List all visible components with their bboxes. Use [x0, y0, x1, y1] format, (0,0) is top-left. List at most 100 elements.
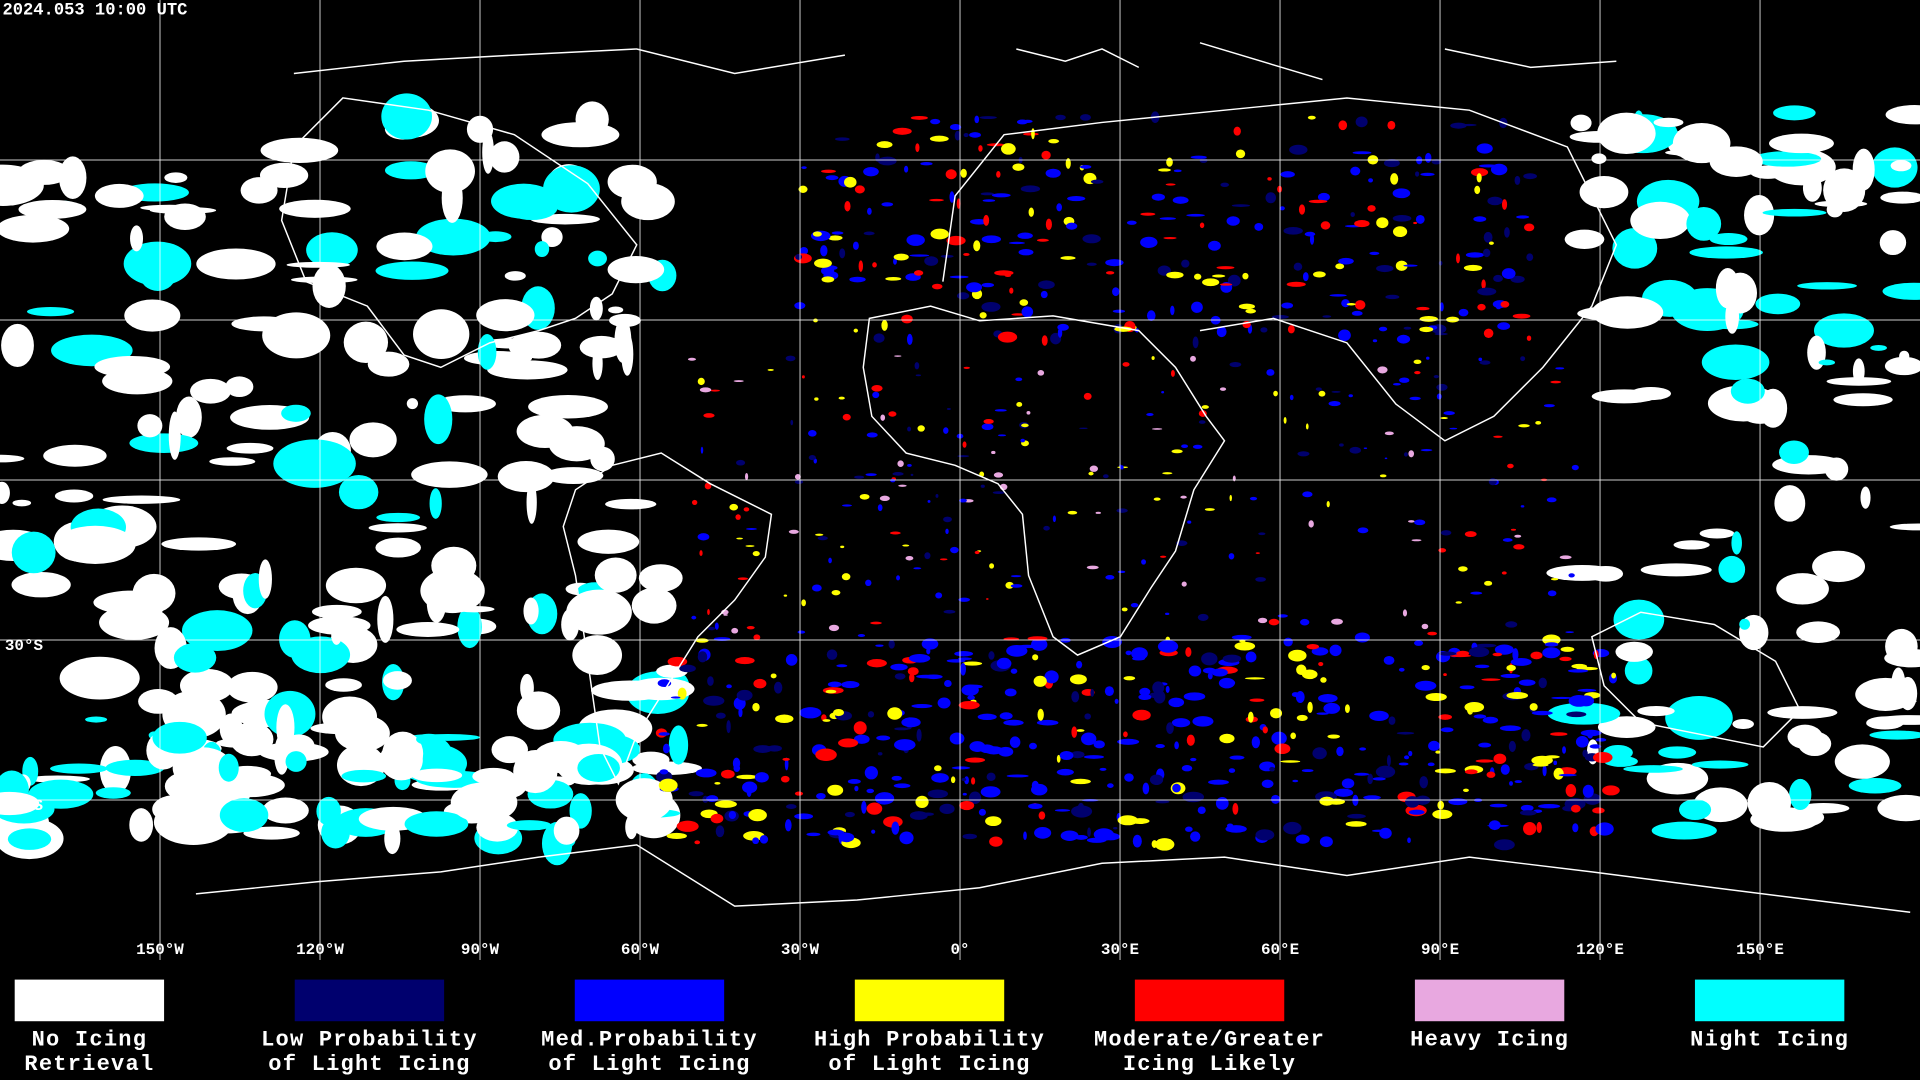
- cloud: [1385, 294, 1400, 300]
- cloud: [1132, 709, 1151, 721]
- cloud: [1350, 166, 1361, 176]
- cloud: [1550, 577, 1559, 581]
- cloud: [844, 811, 855, 818]
- cloud: [915, 795, 929, 809]
- cloud: [1130, 602, 1139, 608]
- cloud: [697, 533, 710, 541]
- cloud: [1438, 651, 1457, 656]
- cloud: [1320, 221, 1331, 230]
- cloud: [736, 689, 753, 701]
- cloud: [375, 537, 421, 558]
- cloud: [1258, 532, 1266, 536]
- cloud: [1440, 530, 1452, 536]
- cloud: [1038, 811, 1046, 820]
- cloud: [679, 664, 696, 673]
- cloud: [736, 459, 746, 466]
- cloud: [1450, 122, 1467, 129]
- cloud: [920, 162, 933, 166]
- cloud: [1101, 832, 1120, 841]
- cloud: [1336, 746, 1344, 757]
- cloud: [450, 782, 518, 823]
- cloud: [1312, 747, 1327, 760]
- cloud: [1464, 531, 1477, 538]
- cloud: [913, 270, 924, 276]
- cloud: [1198, 420, 1206, 424]
- cloud: [1354, 772, 1370, 776]
- cloud: [927, 499, 931, 503]
- cloud: [1255, 829, 1275, 841]
- cloud: [1006, 774, 1029, 778]
- cloud: [491, 183, 557, 219]
- cloud: [921, 638, 939, 650]
- cloud: [1142, 782, 1150, 795]
- cloud: [1568, 573, 1575, 578]
- cloud: [1071, 691, 1080, 703]
- cloud: [1542, 765, 1547, 777]
- cloud: [1463, 788, 1469, 792]
- cloud: [588, 250, 607, 267]
- cloud: [1248, 711, 1254, 723]
- cloud: [1357, 527, 1369, 534]
- cloud: [1436, 383, 1448, 391]
- cloud: [1260, 327, 1268, 333]
- cloud: [1481, 279, 1486, 289]
- cloud: [1536, 821, 1542, 834]
- cloud: [1420, 172, 1435, 176]
- cloud: [1512, 313, 1531, 319]
- cloud: [1031, 638, 1048, 651]
- cloud: [1305, 423, 1309, 430]
- cloud: [1869, 730, 1920, 740]
- cloud: [1567, 669, 1589, 673]
- cloud: [1413, 221, 1418, 225]
- legend-swatch: [294, 979, 445, 1022]
- cloud: [1774, 485, 1806, 522]
- legend-label: High Probability: [814, 1028, 1045, 1053]
- cloud: [18, 159, 71, 185]
- cloud: [989, 836, 1003, 847]
- cloud: [1008, 241, 1025, 245]
- cloud: [1121, 607, 1128, 612]
- cloud: [1254, 222, 1264, 231]
- cloud: [723, 614, 728, 616]
- coastline: [1590, 611, 1801, 748]
- cloud: [1084, 713, 1092, 720]
- cloud: [1181, 765, 1193, 772]
- cloud: [1506, 664, 1516, 672]
- cloud: [1033, 675, 1047, 687]
- cloud: [1157, 640, 1179, 653]
- cloud: [1490, 163, 1508, 176]
- cloud: [1524, 223, 1535, 232]
- cloud: [1267, 177, 1272, 181]
- cloud: [1265, 192, 1277, 204]
- cloud: [1347, 813, 1366, 819]
- legend-label: of Light Icing: [268, 1052, 470, 1077]
- cloud: [1207, 672, 1213, 680]
- cloud: [504, 271, 526, 281]
- cloud: [950, 546, 959, 554]
- cloud: [1105, 271, 1115, 275]
- cloud: [997, 331, 1018, 343]
- cloud: [1494, 839, 1515, 851]
- cloud: [1474, 185, 1481, 195]
- cloud: [1161, 390, 1165, 394]
- cloud: [1414, 371, 1421, 375]
- cloud: [1404, 755, 1410, 760]
- cloud: [1089, 465, 1098, 472]
- cloud: [1658, 746, 1697, 759]
- cloud: [1591, 153, 1607, 164]
- cloud: [1718, 555, 1746, 583]
- cloud: [668, 725, 689, 765]
- cloud: [1125, 650, 1132, 656]
- cloud: [1117, 815, 1138, 826]
- cloud: [907, 463, 912, 467]
- cloud: [706, 795, 719, 803]
- cloud: [737, 577, 749, 581]
- cloud: [1202, 278, 1220, 287]
- cloud: [876, 735, 891, 741]
- cloud: [915, 143, 920, 153]
- latitude-label: 30°S: [5, 637, 44, 655]
- cloud: [960, 663, 966, 676]
- timestamp: 2024.053 10:00 UTC: [2, 2, 187, 21]
- cloud: [608, 306, 624, 314]
